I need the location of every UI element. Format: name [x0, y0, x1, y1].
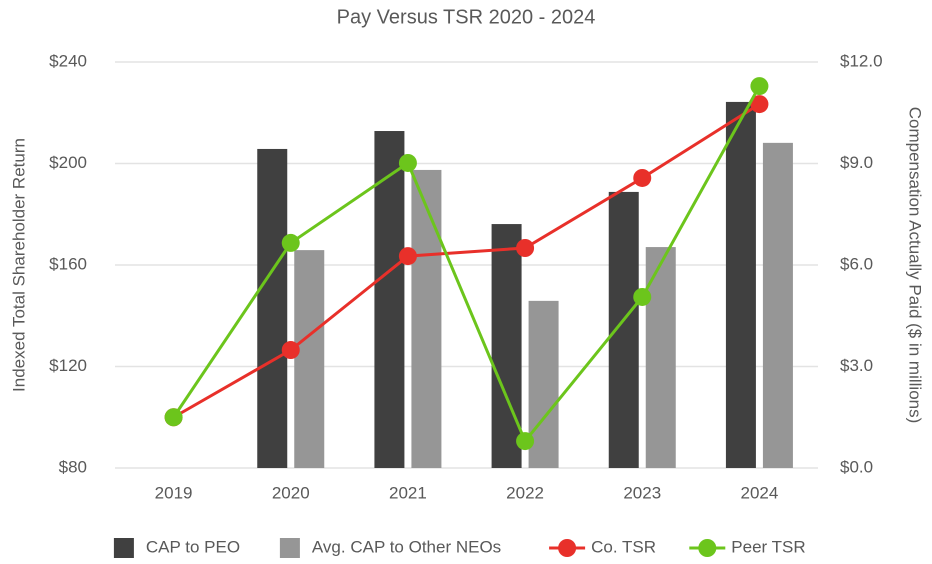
legend-label: Peer TSR	[731, 537, 805, 556]
bar	[762, 142, 793, 468]
bar	[294, 250, 325, 468]
y2-tick-label: $12.0	[840, 51, 883, 70]
point	[398, 153, 417, 172]
x-tick-label: 2024	[741, 483, 779, 502]
y-tick-label: $80	[59, 457, 87, 476]
legend-swatch	[113, 538, 134, 558]
bar	[725, 101, 756, 468]
bar	[257, 148, 288, 468]
y2-tick-label: $0.0	[840, 457, 873, 476]
y-tick-label: $240	[49, 51, 87, 70]
legend-label: CAP to PEO	[146, 537, 240, 556]
point	[633, 168, 652, 187]
bar	[491, 224, 522, 468]
x-tick-label: 2021	[389, 483, 427, 502]
x-tick-label: 2020	[272, 483, 310, 502]
y-tick-label: $200	[49, 153, 87, 172]
legend-swatch	[558, 539, 577, 557]
point	[516, 432, 535, 451]
y-axis-label: Indexed Total Shareholder Return	[9, 138, 28, 392]
point	[516, 238, 535, 257]
x-tick-label: 2019	[155, 483, 193, 502]
y2-tick-label: $9.0	[840, 153, 873, 172]
y2-tick-label: $3.0	[840, 356, 873, 375]
point	[398, 247, 417, 266]
legend-label: Co. TSR	[591, 537, 656, 556]
y2-axis-label: Compensation Actually Paid ($ in million…	[906, 107, 925, 424]
point	[633, 287, 652, 306]
x-tick-label: 2023	[623, 483, 661, 502]
legend-label: Avg. CAP to Other NEOs	[312, 537, 501, 556]
point	[750, 77, 769, 96]
x-tick-label: 2022	[506, 483, 544, 502]
point	[750, 95, 769, 114]
line	[172, 85, 761, 444]
line	[172, 102, 761, 419]
point	[281, 341, 300, 360]
bar	[374, 131, 405, 468]
chart-title: Pay Versus TSR 2020 - 2024	[337, 6, 596, 28]
legend-swatch	[279, 538, 300, 558]
bar	[411, 169, 442, 468]
legend-swatch	[698, 539, 717, 557]
y2-tick-label: $6.0	[840, 254, 873, 273]
y-tick-label: $120	[49, 356, 87, 375]
y-tick-label: $160	[49, 254, 87, 273]
point	[281, 233, 300, 252]
point	[164, 408, 183, 427]
bar	[608, 191, 639, 469]
